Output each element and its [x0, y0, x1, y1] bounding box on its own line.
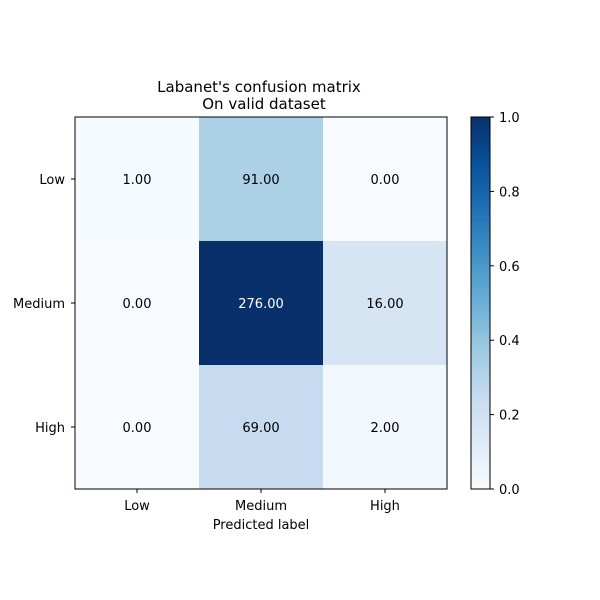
heatmap-cell-labels: 1.00 91.00 0.00 0.00 276.00 16.00 0.00 69.00 2.0… — [123, 173, 404, 436]
cell-value-label: 91.00 — [242, 173, 279, 188]
colorbar-tick-label: 0.0 — [499, 483, 520, 498]
heatmap-cell — [199, 241, 324, 366]
heatmap-cell — [323, 117, 448, 242]
heatmap-cell — [75, 365, 200, 490]
x-tick-label: High — [370, 499, 400, 514]
heatmap-cell — [75, 117, 200, 242]
heatmap-cell — [199, 365, 324, 490]
heatmap-cell — [323, 365, 448, 490]
cell-value-label: 69.00 — [242, 421, 279, 436]
colorbar-tick-label: 0.6 — [499, 260, 520, 275]
x-tick-label: Medium — [235, 499, 287, 514]
colorbar-ticks: 0.0 0.2 0.4 0.6 0.8 1.0 — [490, 111, 520, 498]
x-axis-label: Predicted label — [213, 518, 310, 533]
chart-title: Labanet's confusion matrix — [157, 78, 361, 96]
chart-subtitle: On valid dataset — [202, 95, 326, 113]
cell-value-label: 16.00 — [366, 297, 403, 312]
x-tick-label: Low — [124, 499, 150, 514]
heatmap-cells — [75, 117, 448, 490]
cell-value-label: 1.00 — [123, 173, 152, 188]
y-axis-ticks: Low Medium High — [13, 173, 75, 436]
heatmap-cell — [323, 241, 448, 366]
cell-value-label: 0.00 — [371, 173, 400, 188]
cell-value-label: 276.00 — [238, 297, 284, 312]
y-tick-label: Low — [39, 173, 65, 188]
y-tick-label: High — [35, 421, 65, 436]
heatmap-cell — [199, 117, 324, 242]
y-tick-label: Medium — [13, 297, 65, 312]
heatmap-cell — [75, 241, 200, 366]
colorbar-tick-label: 0.4 — [499, 334, 520, 349]
colorbar — [471, 117, 490, 489]
x-axis-ticks: Low Medium High — [124, 489, 400, 514]
cell-value-label: 2.00 — [371, 421, 400, 436]
cell-value-label: 0.00 — [123, 421, 152, 436]
colorbar-tick-label: 1.0 — [499, 111, 520, 126]
colorbar-tick-label: 0.8 — [499, 185, 520, 200]
cell-value-label: 0.00 — [123, 297, 152, 312]
colorbar-tick-label: 0.2 — [499, 409, 520, 424]
colorbar-frame — [470, 116, 491, 490]
